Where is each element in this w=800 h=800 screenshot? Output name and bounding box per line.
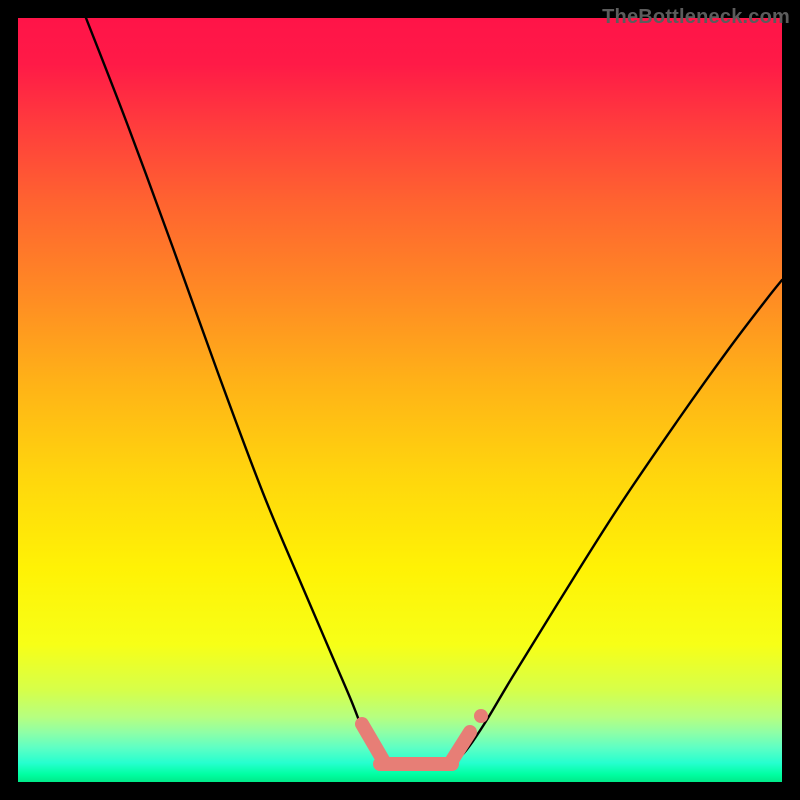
- plot-area: [18, 18, 782, 782]
- watermark-text: TheBottleneck.com: [602, 6, 790, 29]
- plot-svg: [18, 18, 782, 782]
- gradient-background: [18, 18, 782, 782]
- sweet-spot-dot: [474, 709, 488, 723]
- page-root: TheBottleneck.com: [0, 0, 800, 800]
